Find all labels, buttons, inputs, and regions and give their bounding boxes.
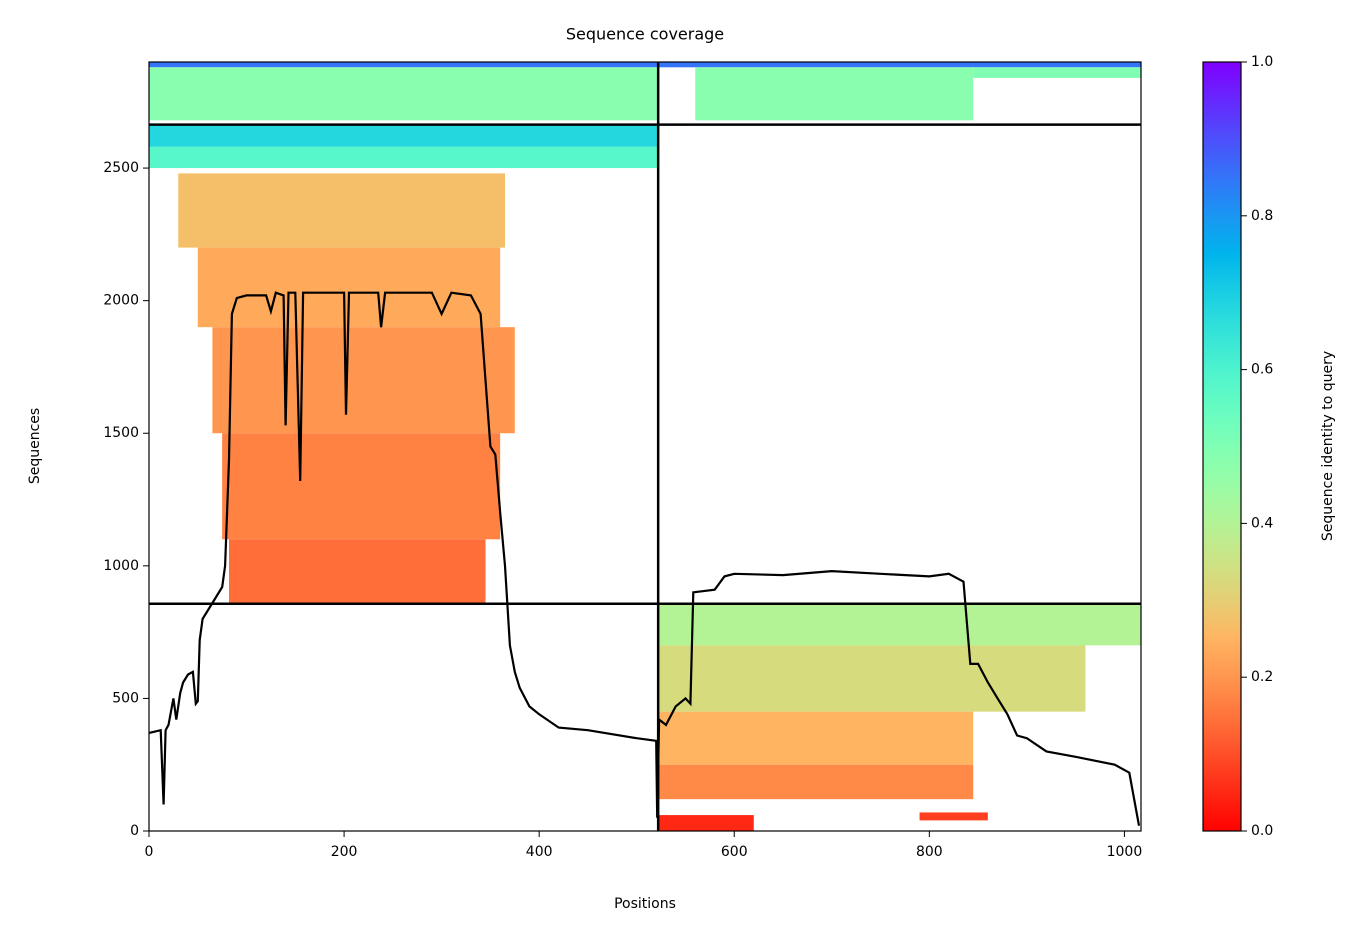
colorbar-tick-label: 0.4	[1251, 515, 1273, 531]
chart-title: Sequence coverage	[566, 25, 724, 44]
identity-block	[658, 711, 974, 765]
colorbar-tick-label: 0.8	[1251, 208, 1273, 224]
y-tick-label: 500	[112, 690, 139, 706]
y-tick-label: 2500	[103, 160, 139, 176]
identity-block	[212, 327, 515, 434]
x-tick-label: 200	[331, 844, 358, 860]
identity-block	[658, 764, 974, 800]
x-tick-label: 400	[526, 844, 553, 860]
x-tick-label: 0	[145, 844, 154, 860]
colorbar-tick-label: 0.6	[1251, 362, 1273, 378]
identity-block	[228, 539, 486, 604]
identity-block	[178, 173, 506, 248]
identity-block	[149, 62, 659, 68]
colorbar-tick-label: 1.0	[1251, 54, 1273, 70]
identity-block	[973, 67, 1141, 78]
x-axis-label: Positions	[614, 896, 676, 912]
y-tick-label: 1500	[103, 425, 139, 441]
identity-block	[222, 433, 501, 540]
identity-block	[919, 812, 988, 821]
identity-block	[149, 146, 659, 169]
coverage-line	[148, 291, 1141, 826]
identity-block	[149, 124, 659, 147]
identity-block	[695, 67, 974, 121]
x-tick-label: 1000	[1107, 844, 1143, 860]
identity-block	[149, 67, 659, 121]
y-tick-label: 0	[130, 823, 139, 839]
y-tick-label: 1000	[103, 558, 139, 574]
identity-block	[658, 645, 1086, 712]
plot-frame	[148, 61, 1142, 832]
identity-block	[658, 603, 1141, 646]
x-tick-label: 800	[916, 844, 943, 860]
colorbar-label: Sequence identity to query	[1320, 351, 1336, 541]
colorbar-tick-label: 0.2	[1251, 669, 1273, 685]
identity-block	[658, 815, 754, 831]
identity-block	[658, 62, 1141, 68]
colorbar	[1202, 61, 1242, 832]
x-tick-label: 600	[721, 844, 748, 860]
y-axis-label: Sequences	[27, 408, 43, 484]
y-tick-label: 2000	[103, 293, 139, 309]
colorbar-tick-label: 0.0	[1251, 823, 1273, 839]
